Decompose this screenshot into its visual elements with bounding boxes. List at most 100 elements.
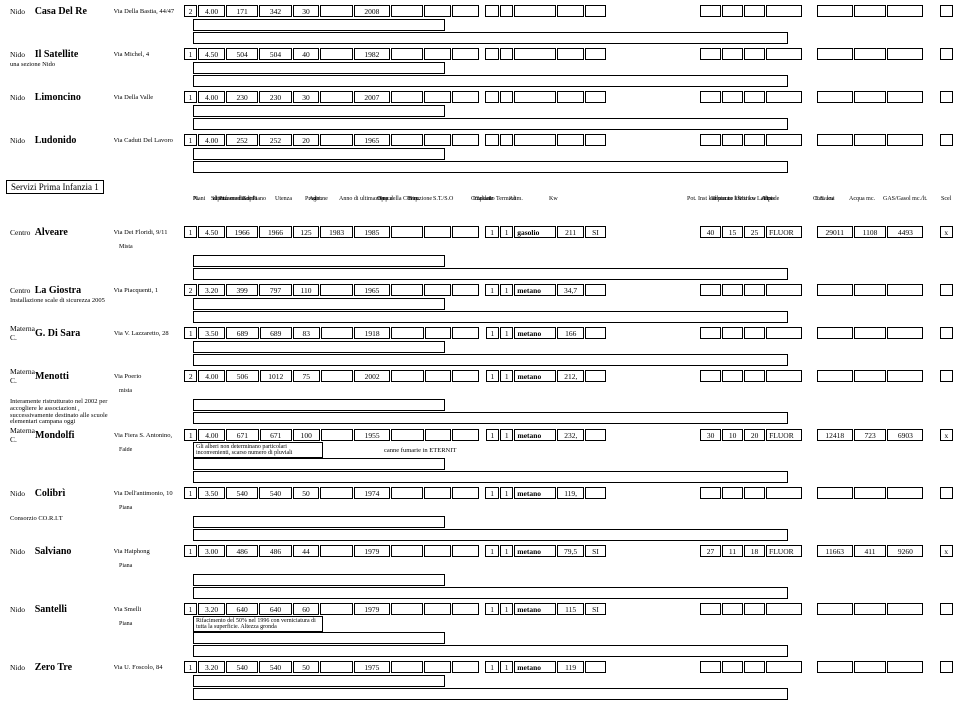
sts bbox=[452, 226, 479, 238]
sup-opaca bbox=[391, 661, 423, 673]
si: SI bbox=[585, 603, 606, 615]
gas: 9260 bbox=[887, 545, 923, 557]
sts bbox=[452, 284, 479, 296]
entry-row: Materna C.G. Di SaraVia V. Lazzaretto, 2… bbox=[6, 326, 954, 367]
scel bbox=[940, 134, 953, 146]
name: Alveare bbox=[35, 227, 114, 238]
name: Limoncino bbox=[35, 92, 114, 103]
i: 1 bbox=[500, 545, 513, 557]
usi bbox=[744, 370, 765, 382]
i bbox=[500, 5, 513, 17]
si bbox=[585, 327, 606, 339]
lampade-tipo bbox=[766, 370, 802, 382]
utenza: 540 bbox=[259, 487, 291, 499]
proget: 40 bbox=[293, 48, 320, 60]
scel bbox=[940, 91, 953, 103]
ee bbox=[817, 5, 853, 17]
illum bbox=[722, 91, 743, 103]
acqua bbox=[854, 661, 886, 673]
sts bbox=[452, 487, 479, 499]
acqua bbox=[854, 487, 886, 499]
sub-type: mista bbox=[119, 388, 193, 394]
illum bbox=[722, 487, 743, 499]
i: 1 bbox=[500, 661, 513, 673]
gas bbox=[887, 48, 923, 60]
entry-row: NidoLudonidoVia Caduti Del Lavoro14.0025… bbox=[6, 133, 954, 174]
entry-row: NidoSantelliVia Smelli13.206406406019791… bbox=[6, 602, 954, 658]
address: Via Dei Floridi, 9/11 bbox=[114, 229, 184, 236]
entry-row: CentroAlveareVia Dei Floridi, 9/1114.501… bbox=[6, 225, 954, 281]
usi bbox=[744, 5, 765, 17]
cm: 1 bbox=[485, 226, 498, 238]
illum bbox=[722, 48, 743, 60]
kw: 119, bbox=[557, 487, 584, 499]
pot-inst bbox=[700, 5, 721, 17]
long-box-1 bbox=[193, 255, 445, 267]
illum bbox=[722, 370, 743, 382]
note: Installazione scale di sicurezza 2005 bbox=[6, 298, 123, 305]
alim bbox=[514, 5, 556, 17]
scel bbox=[940, 603, 953, 615]
i bbox=[500, 134, 513, 146]
si bbox=[585, 487, 606, 499]
cm bbox=[485, 5, 498, 17]
name: Salviano bbox=[35, 546, 114, 557]
sup-tras bbox=[425, 429, 452, 441]
sup-lorda: 230 bbox=[226, 91, 258, 103]
scel bbox=[940, 487, 953, 499]
i: 1 bbox=[500, 487, 513, 499]
acqua bbox=[854, 603, 886, 615]
si bbox=[585, 91, 606, 103]
anno-ult: 1979 bbox=[354, 545, 390, 557]
kw bbox=[557, 91, 584, 103]
sts bbox=[452, 429, 479, 441]
lampade-tipo: FLUOR bbox=[766, 226, 802, 238]
sup-lorda: 252 bbox=[226, 134, 258, 146]
anno-ult: 1974 bbox=[354, 487, 390, 499]
alim: metano bbox=[514, 327, 556, 339]
anno-ult: 1982 bbox=[354, 48, 390, 60]
alim bbox=[514, 134, 556, 146]
ee bbox=[817, 48, 853, 60]
acqua bbox=[854, 327, 886, 339]
kw: 119 bbox=[557, 661, 584, 673]
prefix: Nido bbox=[6, 489, 35, 498]
anno bbox=[321, 327, 353, 339]
entry-row: CentroLa GiostraVia Piacquenti, 123.2039… bbox=[6, 283, 954, 324]
pot-inst bbox=[700, 134, 721, 146]
long-box-1 bbox=[193, 458, 445, 470]
anno-ult: 1975 bbox=[354, 661, 390, 673]
prefix: Materna C. bbox=[6, 367, 35, 385]
name: Ludonido bbox=[35, 135, 114, 146]
sup-tras bbox=[424, 661, 451, 673]
alim: metano bbox=[514, 370, 556, 382]
proget: 30 bbox=[293, 5, 320, 17]
scel bbox=[940, 284, 953, 296]
acqua: 723 bbox=[854, 429, 886, 441]
sts bbox=[452, 545, 479, 557]
usi: 25 bbox=[744, 226, 765, 238]
i: 1 bbox=[500, 284, 513, 296]
kw: 166 bbox=[557, 327, 584, 339]
illum: 15 bbox=[722, 226, 743, 238]
usi bbox=[744, 48, 765, 60]
anno-ult: 2002 bbox=[354, 370, 390, 382]
sub-type: Piana bbox=[119, 621, 193, 627]
sup-lorda: 1966 bbox=[226, 226, 258, 238]
sts bbox=[452, 91, 479, 103]
altezza: 4.00 bbox=[198, 5, 225, 17]
prefix: Nido bbox=[6, 93, 35, 102]
sup-lorda: 506 bbox=[226, 370, 258, 382]
cm bbox=[485, 134, 498, 146]
sts bbox=[452, 661, 479, 673]
sup-tras bbox=[424, 226, 451, 238]
long-box-2 bbox=[193, 32, 788, 44]
sup-lorda: 540 bbox=[226, 487, 258, 499]
anno bbox=[320, 48, 352, 60]
gas bbox=[887, 370, 923, 382]
kw bbox=[557, 134, 584, 146]
anno-ult: 1955 bbox=[354, 429, 390, 441]
usi bbox=[744, 487, 765, 499]
n-piani: 1 bbox=[184, 327, 197, 339]
illum bbox=[722, 284, 743, 296]
